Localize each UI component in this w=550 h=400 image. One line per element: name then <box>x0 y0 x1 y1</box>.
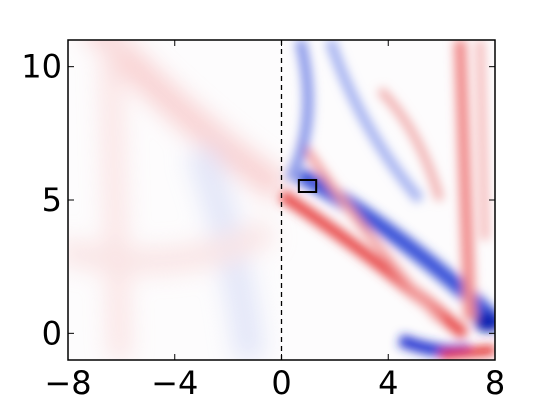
field <box>68 40 495 360</box>
highlight-box <box>297 179 318 193</box>
y-tick-label: 0 <box>42 314 62 352</box>
x-tick-label: −4 <box>151 364 198 400</box>
y-tick-label: 10 <box>21 48 62 86</box>
x-tick-label: 8 <box>485 364 505 400</box>
y-tick-label: 5 <box>42 181 62 219</box>
x-tick-label: 4 <box>378 364 398 400</box>
x-tick-label: −8 <box>44 364 91 400</box>
x-tick-label: 0 <box>271 364 291 400</box>
